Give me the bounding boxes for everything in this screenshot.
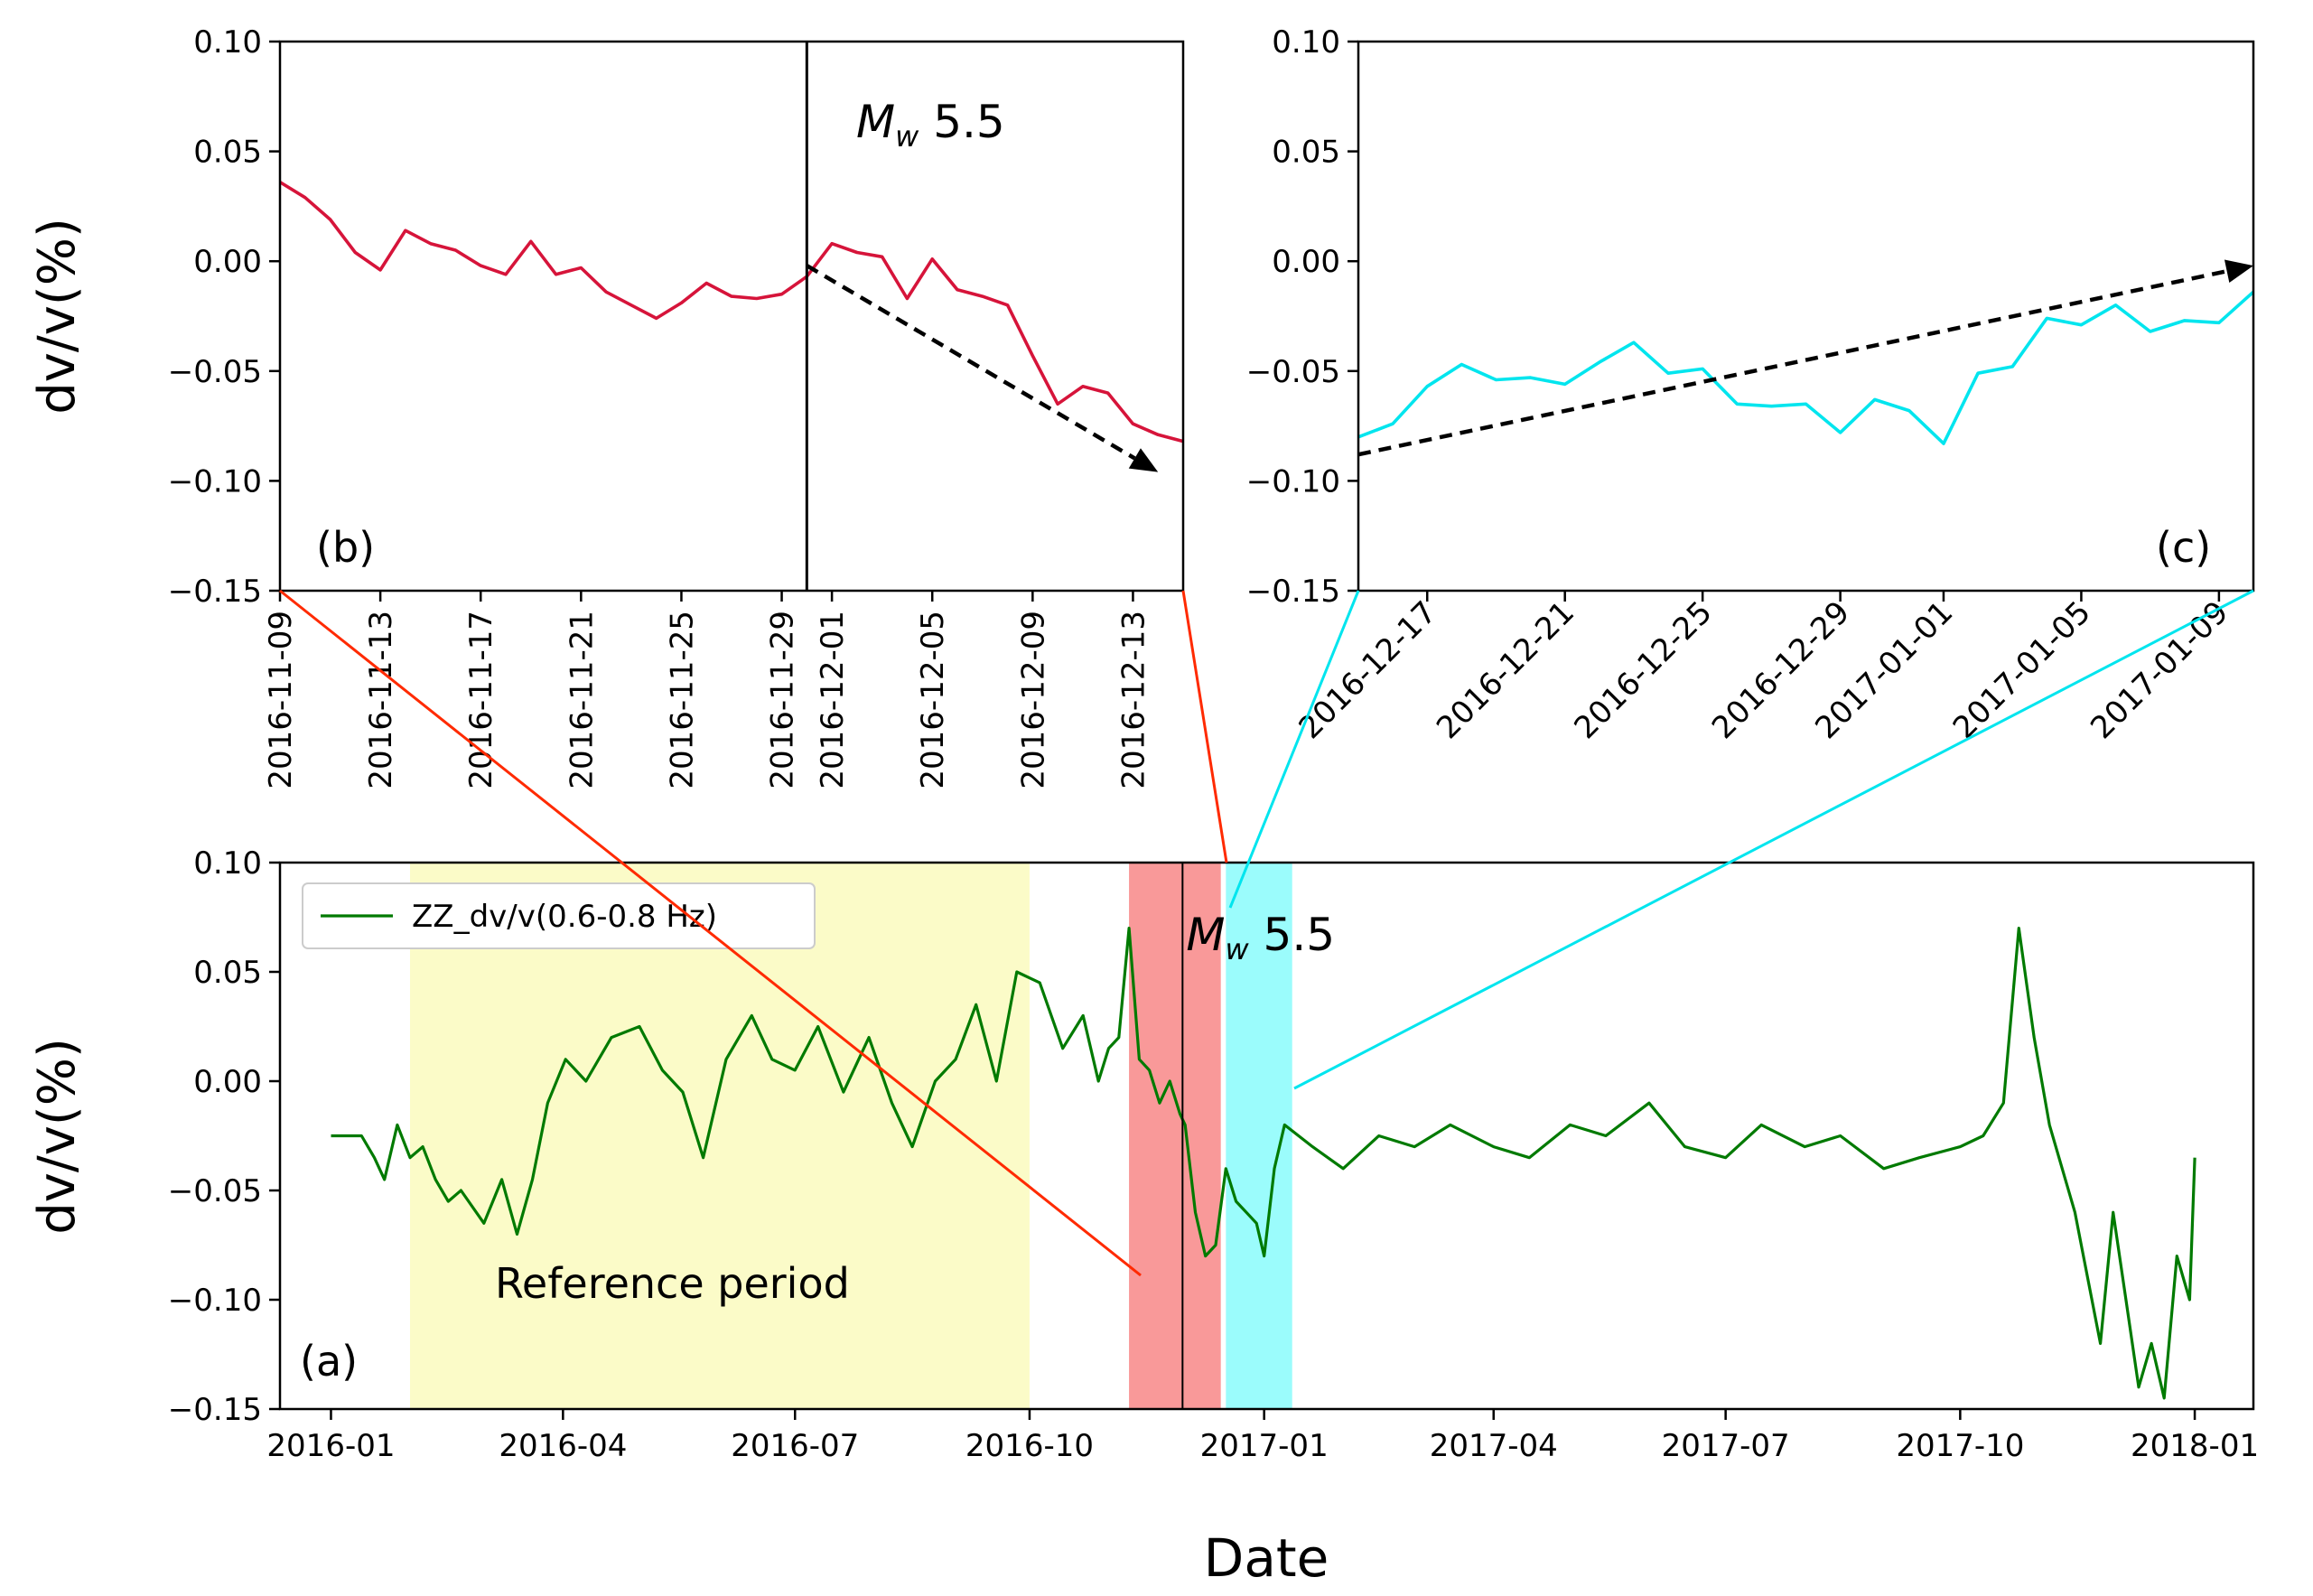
trend-arrow-c xyxy=(1357,269,2228,457)
y-tick-label: −0.05 xyxy=(168,354,262,390)
x-tick-label: 2017-01-05 xyxy=(1946,594,2098,746)
x-tick-label: 2016-12-17 xyxy=(1292,594,1444,746)
y-axis-c: 0.10 0.05 0.00 −0.05 −0.10 −0.15 xyxy=(1246,24,1358,610)
y-axis-b: 0.10 0.05 0.00 −0.05 −0.10 −0.15 xyxy=(168,24,280,610)
y-tick-label: −0.15 xyxy=(168,574,262,610)
plot-frame-c xyxy=(1357,40,2255,593)
y-tick-label: −0.05 xyxy=(1246,354,1340,390)
y-axis-label-top: dv/v(%) xyxy=(28,218,87,415)
y-tick-label: −0.05 xyxy=(168,1173,262,1209)
x-tick-label: 2016-11-21 xyxy=(564,611,600,789)
highlight-span-1 xyxy=(1129,863,1221,1409)
x-tick-label: 2018-01 xyxy=(2131,1428,2259,1464)
x-tick-label: 2016-12-21 xyxy=(1430,594,1581,746)
x-tick-label: 2016-01 xyxy=(266,1428,395,1464)
series-line-b xyxy=(279,181,1184,443)
highlight-span-0 xyxy=(409,863,1030,1409)
x-axis-c: 2016-12-172016-12-212016-12-252016-12-29… xyxy=(1292,591,2235,746)
x-tick-label: 2016-10 xyxy=(965,1428,1094,1464)
event-label-b: Mw 5.5 xyxy=(856,96,1005,154)
y-tick-label: 0.05 xyxy=(193,135,262,171)
y-tick-label: −0.10 xyxy=(168,463,262,499)
highlight-spans xyxy=(409,863,1292,1409)
y-tick-label: −0.10 xyxy=(168,1283,262,1319)
x-tick-label: 2016-12-01 xyxy=(815,611,851,789)
plot-frame-a xyxy=(278,861,2255,1411)
y-tick-label: 0.05 xyxy=(193,955,262,991)
trend-arrowhead-b xyxy=(1128,448,1159,472)
x-axis-a: 2016-01 2016-04 2016-07 2016-10 2017-01 2017-… xyxy=(266,1409,2259,1464)
plot-frame-b xyxy=(278,40,1185,593)
connector-red-right xyxy=(1181,590,1228,863)
x-tick-label: 2016-12-09 xyxy=(1015,611,1051,789)
y-tick-label: −0.15 xyxy=(1246,574,1340,610)
y-tick-label: 0.10 xyxy=(193,845,262,882)
y-tick-label: −0.10 xyxy=(1246,463,1340,499)
x-tick-label: 2017-01-09 xyxy=(2084,594,2235,746)
x-tick-label: 2016-11-25 xyxy=(664,611,700,789)
series-line-zz-dvv xyxy=(331,927,2196,1400)
y-axis-a: 0.10 0.05 0.00 −0.05 −0.10 −0.15 xyxy=(168,845,280,1428)
x-tick-label: 2017-07 xyxy=(1662,1428,1790,1464)
panel-label-c: (c) xyxy=(2156,523,2211,572)
zoom-connectors xyxy=(279,589,2254,1277)
trend-arrowhead-c xyxy=(2224,259,2253,283)
legend-label: ZZ_dv/v(0.6-0.8 Hz) xyxy=(412,899,717,935)
panel-label-b: (b) xyxy=(316,523,375,572)
x-tick-label: 2017-01 xyxy=(1200,1428,1329,1464)
panel-c: 0.100.050.00−0.05−0.10−0.15 2016-12-1720… xyxy=(1246,24,2255,746)
x-tick-label: 2016-11-29 xyxy=(765,611,801,789)
reference-period-label: Reference period xyxy=(495,1259,850,1308)
x-tick-label: 2016-04 xyxy=(499,1428,627,1464)
legend: ZZ_dv/v(0.6-0.8 Hz) xyxy=(302,882,816,949)
x-tick-label: 2016-12-05 xyxy=(915,611,951,789)
x-tick-label: 2017-10 xyxy=(1896,1428,2024,1464)
connector-cyan-left xyxy=(1228,590,1360,909)
x-axis-b: 2016-11-09 2016-11-13 2016-11-17 2016-11-21… xyxy=(263,591,1152,789)
connector-red-left xyxy=(279,589,1142,1277)
panel-label-a: (a) xyxy=(300,1337,358,1386)
y-tick-label: 0.10 xyxy=(1272,24,1340,61)
x-tick-label: 2017-04 xyxy=(1430,1428,1558,1464)
trend-arrow-b xyxy=(806,264,1136,461)
y-tick-label: −0.15 xyxy=(168,1392,262,1428)
x-tick-label: 2016-12-13 xyxy=(1115,611,1152,789)
panel-a: 0.100.050.00−0.05−0.10−0.15 2016-01 2016-… xyxy=(168,845,2259,1464)
x-tick-label: 2016-11-09 xyxy=(263,611,299,789)
y-tick-label: 0.00 xyxy=(193,244,262,280)
series-line-c xyxy=(1357,290,2255,445)
y-tick-label: 0.00 xyxy=(1272,244,1340,280)
x-tick-label: 2016-12-25 xyxy=(1568,594,1720,746)
y-axis-label-bottom: dv/v(%) xyxy=(28,1038,87,1235)
y-tick-label: 0.10 xyxy=(193,24,262,61)
x-axis-label: Date xyxy=(1204,1527,1329,1589)
connector-cyan-right xyxy=(1293,589,2254,1090)
x-tick-label: 2016-11-13 xyxy=(363,611,399,789)
event-label-a: Mw 5.5 xyxy=(1186,909,1335,966)
y-tick-label: 0.00 xyxy=(193,1064,262,1100)
y-tick-label: 0.05 xyxy=(1272,135,1340,171)
panel-b: 0.10 0.05 0.00 −0.05 −0.10 −0.15 2016-11-09 20… xyxy=(168,24,1185,789)
x-tick-label: 2016-07 xyxy=(731,1428,859,1464)
